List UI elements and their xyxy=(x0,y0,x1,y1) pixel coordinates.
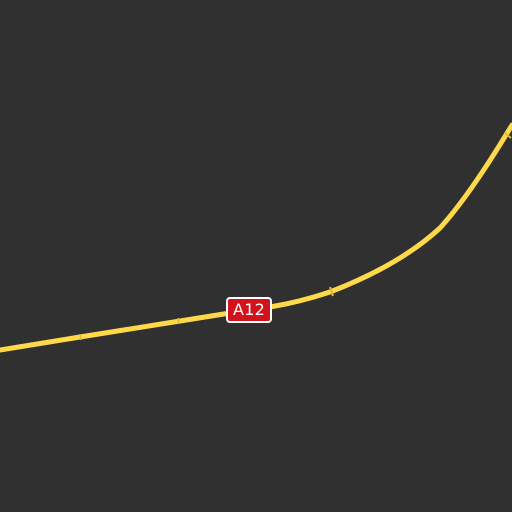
road-segment-tick xyxy=(504,132,512,139)
road-segment-tick xyxy=(329,286,334,297)
road-segment-tick xyxy=(79,333,82,341)
road-shield-label: A12 xyxy=(226,297,272,323)
motorway-a12[interactable] xyxy=(0,122,512,353)
road-segment-tick xyxy=(177,317,180,325)
